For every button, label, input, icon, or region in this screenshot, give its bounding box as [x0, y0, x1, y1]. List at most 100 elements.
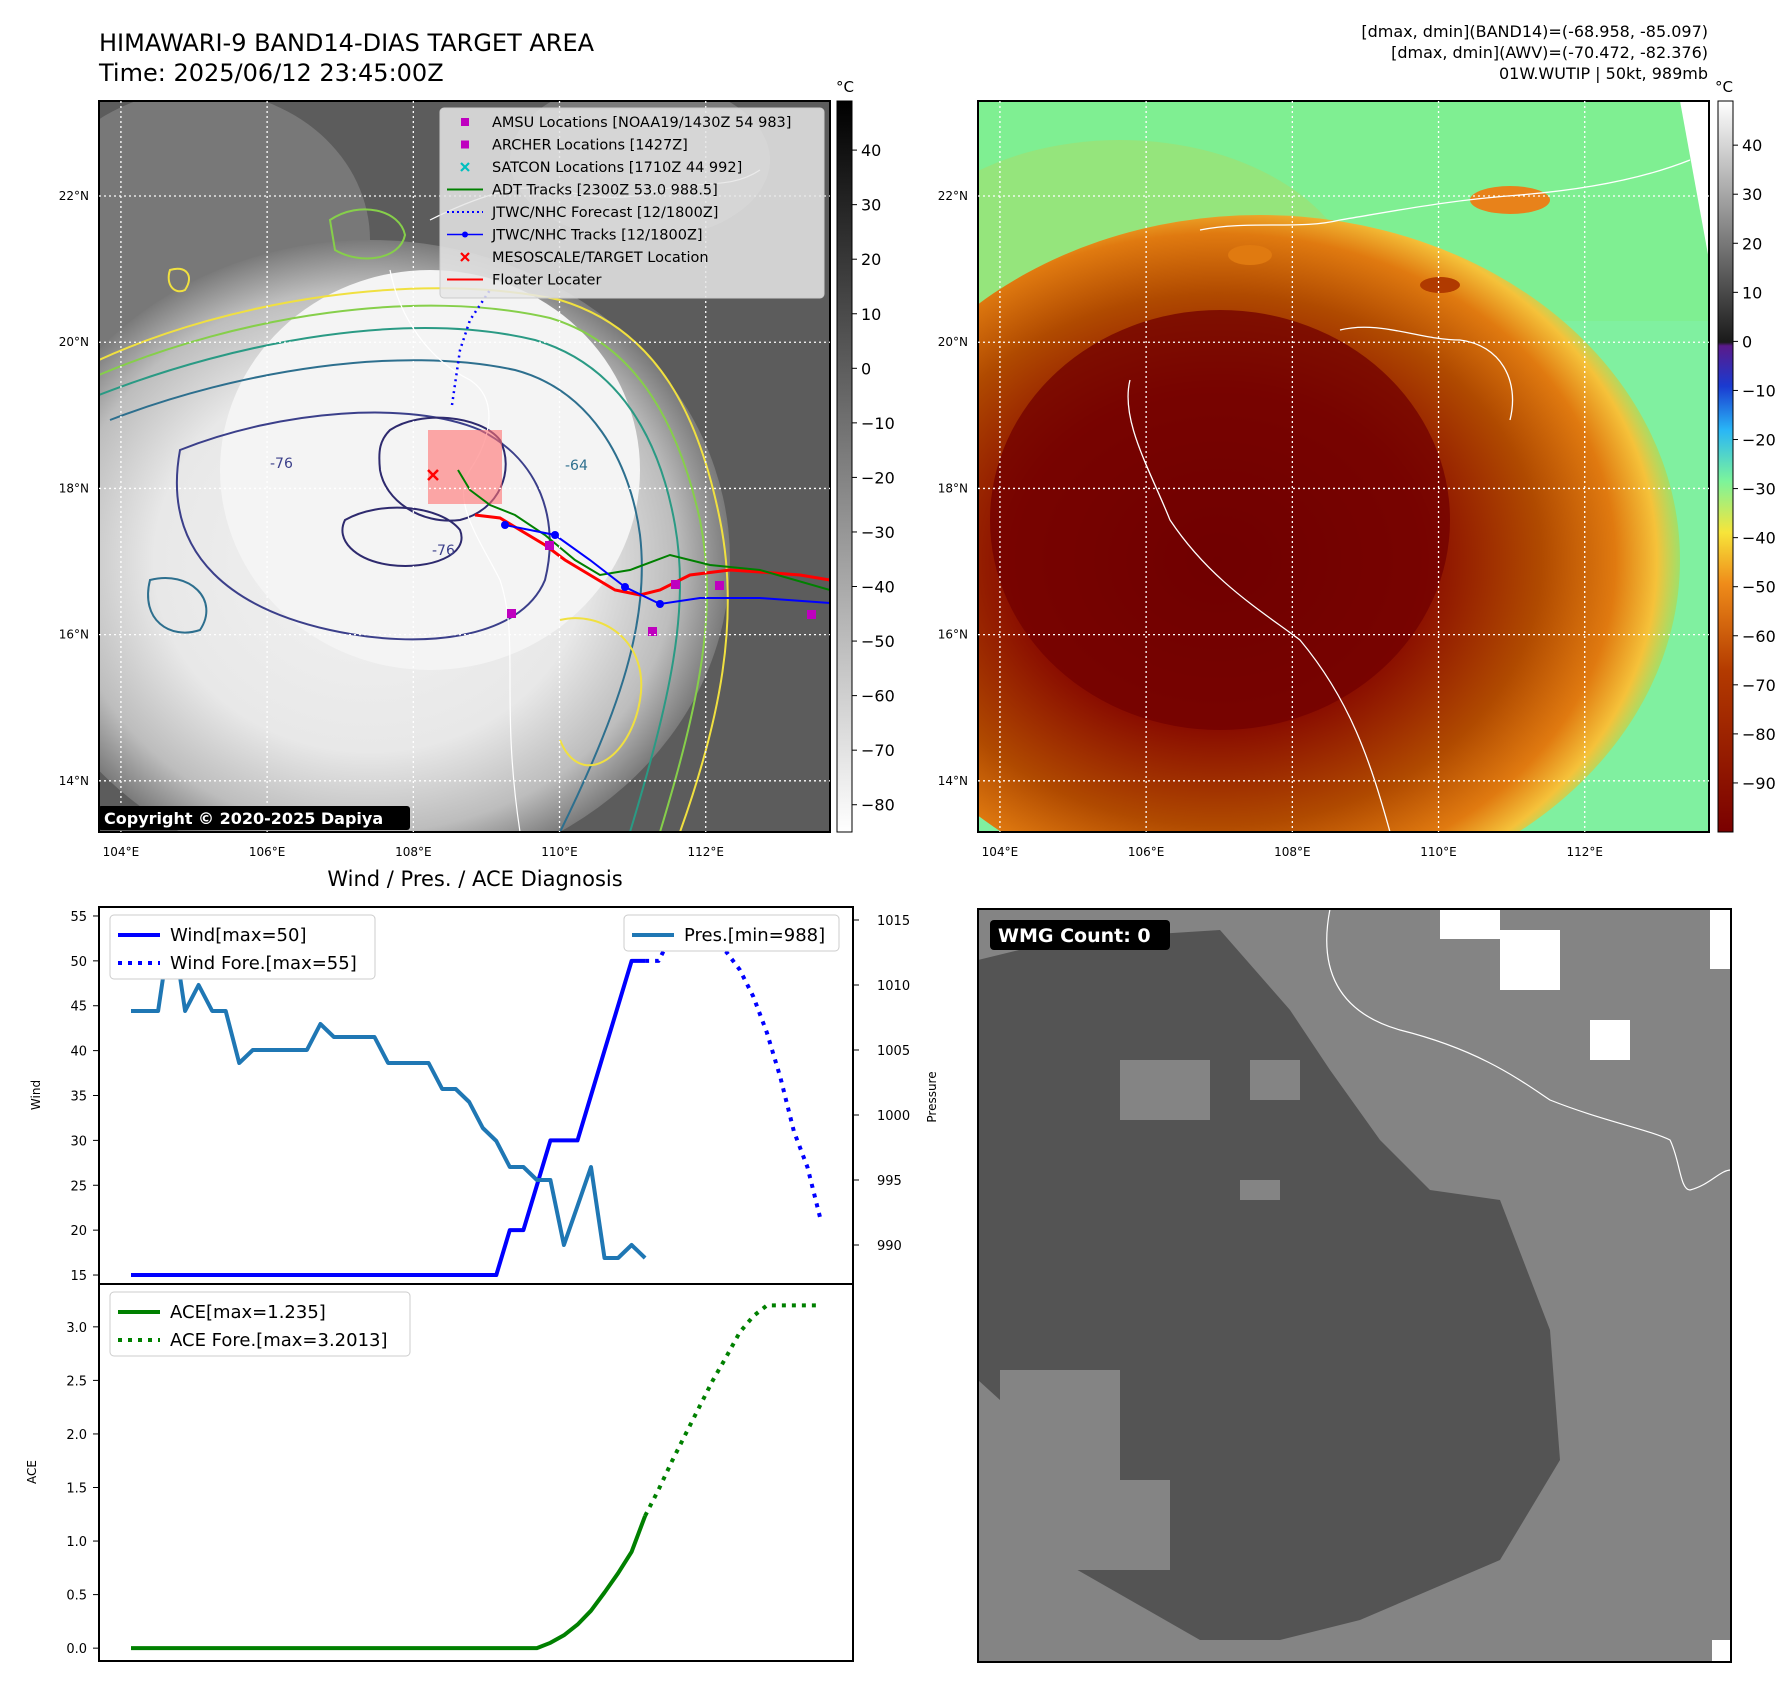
colorbar-tick-label: −50 [861, 632, 895, 651]
lon-tick-label: 104°E [982, 845, 1019, 859]
colorbar-tick-label: −10 [861, 414, 895, 433]
figure-title-line1: HIMAWARI-9 BAND14-DIAS TARGET AREA [99, 29, 595, 57]
lat-tick-label: 16°N [938, 628, 968, 642]
legend-label: SATCON Locations [1710Z 44 992] [492, 160, 742, 176]
chart-legend-label: Wind[max=50] [170, 925, 307, 946]
contour-label: -76 [432, 543, 455, 559]
colorbar-tick-label: −20 [1742, 431, 1776, 450]
copyright-box [98, 806, 410, 830]
legend-marker [462, 231, 468, 238]
y-tick-label: 20 [70, 1224, 87, 1239]
coastline [1199, 159, 1691, 231]
y-tick-right-label: 1015 [877, 914, 910, 929]
colorbar-tick-label: −30 [1742, 480, 1776, 499]
colorbar-tick-label: 10 [861, 305, 881, 324]
wmg-count-badge [990, 920, 1170, 950]
chart-legend-label: ACE[max=1.235] [170, 1302, 326, 1323]
jtwc-track [504, 524, 830, 606]
lon-tick-label: 108°E [395, 845, 432, 859]
lat-tick-label: 14°N [938, 774, 968, 788]
legend-label: Floater Locater [492, 273, 601, 289]
colorbar-tick-label: −30 [861, 523, 895, 542]
series-line [643, 1303, 821, 1517]
chart-legend-box [109, 914, 376, 980]
series-line [645, 914, 823, 1222]
colorbar-tick-label: −50 [1742, 578, 1776, 597]
legend-label: ARCHER Locations [1427Z] [492, 138, 688, 154]
legend-label: AMSU Locations [NOAA19/1430Z 54 983] [492, 115, 791, 131]
colorbar-tick-label: −80 [1742, 725, 1776, 744]
lat-tick-label: 20°N [938, 335, 968, 349]
coastline [1326, 909, 1731, 1191]
y-tick-label: 50 [70, 955, 87, 970]
colorbar-tick-label: 20 [861, 250, 881, 269]
legend-label: JTWC/NHC Tracks [12/1800Z] [491, 228, 703, 244]
colorbar-tick-label: −60 [861, 687, 895, 706]
colorbar-tick-label: 20 [1742, 234, 1762, 253]
map-ticks: 104°E 106°E 108°E 110°E 112°E 22°N 20°N 18°N 16°… [59, 189, 724, 859]
y-tick-label: 30 [70, 1134, 87, 1149]
y-tick-right-label: 1010 [877, 979, 910, 994]
info-line2: [dmax, dmin](AWV)=(-70.472, -82.376) [1391, 43, 1708, 62]
adt-track [457, 469, 830, 591]
legend-marker [461, 118, 469, 126]
lat-tick-label: 22°N [938, 189, 968, 203]
wmg-count-text: WMG Count: 0 [998, 925, 1151, 947]
legend-marker [461, 140, 469, 149]
series-line [131, 958, 646, 1277]
colorbar-unit: °C [836, 78, 854, 96]
contour-label: -64 [565, 458, 588, 474]
lon-tick-label: 106°E [249, 845, 286, 859]
colorbar-tick-label: −40 [1742, 529, 1776, 548]
chart-legend-box [109, 1291, 411, 1357]
legend-marker [460, 162, 470, 172]
colorbar-tick-label: 0 [1742, 332, 1752, 351]
legend-label: MESOSCALE/TARGET Location [492, 250, 709, 266]
colorbar-tick-label: 40 [1742, 136, 1762, 155]
map-legend: AMSU Locations [NOAA19/1430Z 54 983] ARCH… [439, 107, 825, 299]
lat-tick-label: 14°N [59, 774, 89, 788]
y-tick-label: 25 [70, 1179, 87, 1194]
colorbar-tick-label: −80 [861, 796, 895, 815]
wind-axis-label: Wind [29, 1080, 43, 1110]
coastline [1339, 326, 1514, 421]
colorbar-unit: °C [1715, 78, 1733, 96]
lat-tick-label: 20°N [59, 335, 89, 349]
lat-tick-label: 18°N [59, 481, 89, 495]
y-tick-label: 55 [70, 910, 87, 925]
colorbar-tick-label: 10 [1742, 283, 1762, 302]
colorbar-tick-label: −10 [1742, 381, 1776, 400]
lon-tick-label: 106°E [1128, 845, 1165, 859]
colorbar-tick-label: −60 [1742, 627, 1776, 646]
y-tick-label: 1.0 [66, 1535, 87, 1550]
y-tick-label: 15 [70, 1269, 87, 1284]
map-ticks: 104°E 106°E 108°E 110°E 112°E 22°N 20°N 18°N 16°… [938, 189, 1603, 859]
y-tick-label: 45 [70, 1000, 87, 1015]
y-tick-right-label: 1000 [877, 1109, 910, 1124]
lon-tick-label: 110°E [1420, 845, 1457, 859]
colorbar-tick-label: −40 [861, 578, 895, 597]
y-tick-right-label: 990 [877, 1239, 902, 1254]
info-line3: 01W.WUTIP | 50kt, 989mb [1499, 64, 1708, 83]
chart-legend-box [623, 914, 840, 952]
colorbar-tick-label: −20 [861, 468, 895, 487]
chart-legend-label: Pres.[min=988] [684, 925, 825, 946]
colorbar-tick-label: 0 [861, 359, 871, 378]
colorbar-tick-label: 30 [861, 196, 881, 215]
colorbar-tick-label: −90 [1742, 774, 1776, 793]
lon-tick-label: 104°E [103, 845, 140, 859]
diagnosis-chart: Wind / Pres. / ACE Diagnosis 15 20 25 30 35 4… [25, 867, 939, 1662]
map-gridlines [978, 101, 1709, 832]
lon-tick-label: 108°E [1274, 845, 1311, 859]
lat-tick-label: 16°N [59, 628, 89, 642]
chart-legend-label: ACE Fore.[max=3.2013] [170, 1330, 388, 1351]
ace-axis-label: ACE [25, 1460, 39, 1484]
pressure-axis-label: Pressure [925, 1071, 939, 1122]
wmg-panel: WMG Count: 0 [977, 908, 1732, 1663]
series-line [131, 918, 647, 1260]
figure-title-line2: Time: 2025/06/12 23:45:00Z [98, 59, 444, 87]
y-tick-right-label: 995 [877, 1174, 902, 1189]
y-tick-label: 2.5 [66, 1374, 87, 1389]
colorbar-tick-label: −70 [861, 741, 895, 760]
